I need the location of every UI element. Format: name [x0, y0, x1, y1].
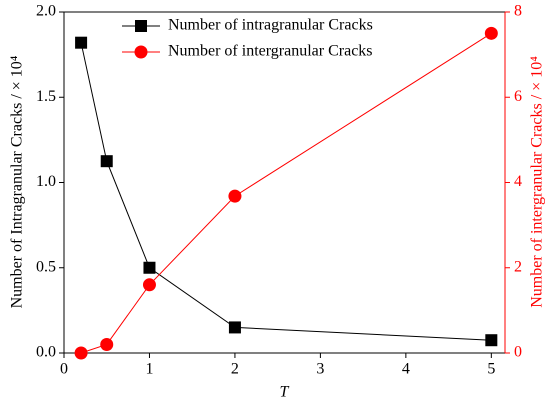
- x-tick-label: 4: [402, 361, 410, 378]
- x-tick-label: 5: [487, 361, 495, 378]
- y2-tick-label: 2: [514, 258, 522, 275]
- data-point: [100, 155, 113, 168]
- y-tick-label: 0.5: [36, 258, 56, 275]
- y-tick-label: 2.0: [36, 3, 56, 20]
- x-axis-title: T: [280, 384, 290, 401]
- legend-label: Number of intragranular Cracks: [168, 17, 373, 34]
- y2-tick-label: 0: [514, 344, 522, 361]
- data-point: [228, 189, 242, 203]
- series-line: [80, 32, 492, 354]
- data-point: [143, 261, 156, 274]
- data-point: [142, 278, 156, 292]
- data-point: [484, 26, 498, 40]
- y-tick-label: 0.0: [36, 344, 56, 361]
- y-axis-title: Number of Intragranular Cracks / × 10⁴: [9, 55, 26, 308]
- legend-label: Number of intergranular Cracks: [168, 43, 373, 60]
- data-point: [485, 334, 498, 347]
- series-line: [80, 42, 492, 341]
- x-tick-label: 3: [316, 361, 324, 378]
- y2-tick-label: 4: [514, 173, 522, 190]
- y2-axis-title: Number of intergranular Cracks / × 10⁴: [529, 56, 546, 308]
- y2-tick-label: 8: [514, 3, 522, 20]
- data-point: [75, 36, 88, 49]
- y-tick-label: 1.5: [36, 88, 56, 105]
- x-tick-label: 1: [145, 361, 153, 378]
- data-point: [100, 337, 114, 351]
- x-tick-label: 2: [231, 361, 239, 378]
- data-point: [228, 321, 241, 334]
- plot-frame: [63, 11, 506, 354]
- data-point: [74, 346, 88, 360]
- y2-tick-label: 6: [514, 88, 522, 105]
- legend-marker: [134, 45, 148, 59]
- legend-marker: [135, 20, 147, 32]
- y-tick-label: 1.0: [36, 173, 56, 190]
- x-tick-label: 0: [60, 361, 68, 378]
